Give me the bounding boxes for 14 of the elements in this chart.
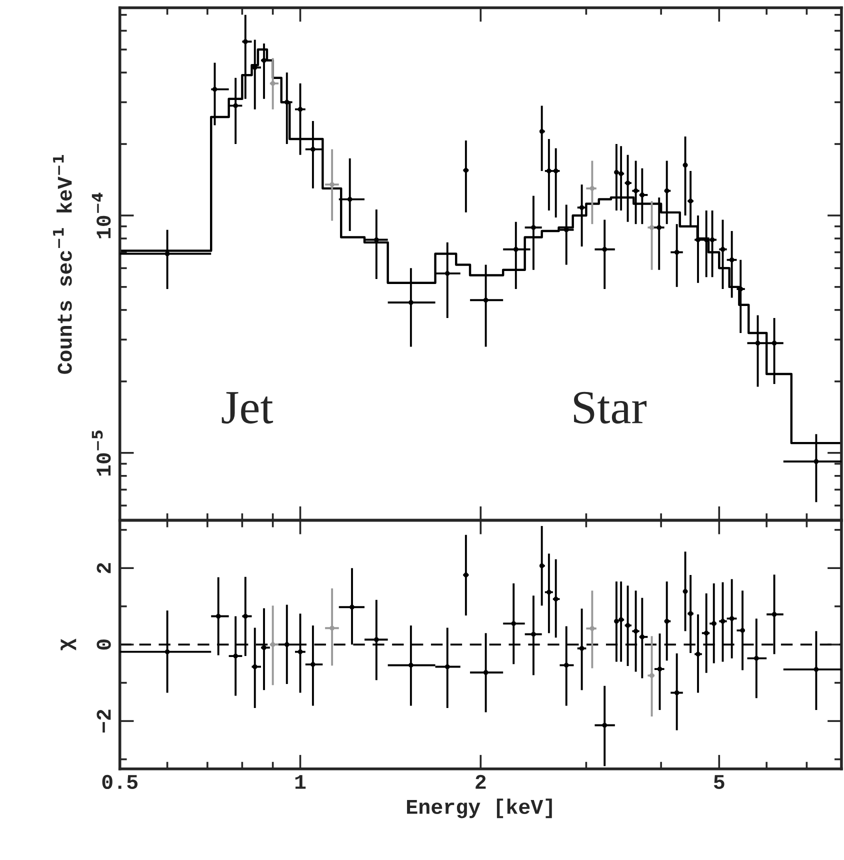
x-tick-label: 5 (714, 775, 724, 790)
y-tick-label: 10$^{−5}$ (92, 430, 111, 476)
annotation: Jet (222, 392, 274, 424)
y-tick-label: 0 (96, 640, 111, 650)
y-axis-title: χ (60, 638, 76, 650)
x-tick-label: 0.5 (102, 774, 138, 790)
y-tick-label: −2 (96, 710, 111, 733)
x-tick-label: 2 (476, 774, 486, 789)
y-tick-label: 10$^{−4}$ (92, 192, 111, 238)
y-axis-title: Counts sec$^{−1}$ keV$^{−1}$ (53, 155, 72, 374)
x-tick-label: 1 (295, 775, 306, 789)
annotation: Star (574, 392, 647, 424)
y-tick-label: 2 (96, 563, 111, 574)
x-axis-title: Energy [keV] (407, 798, 552, 818)
